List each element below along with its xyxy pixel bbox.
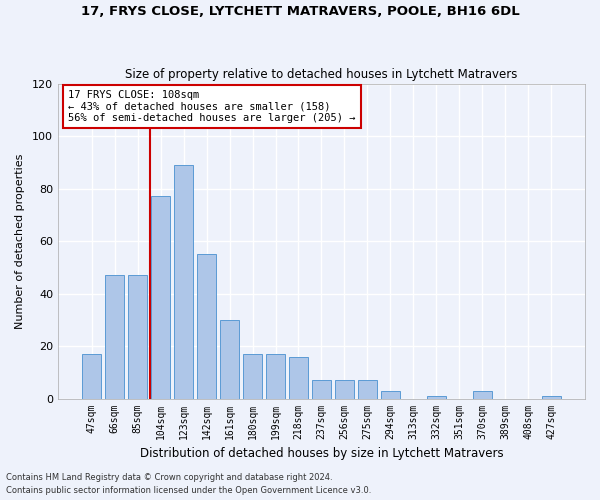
Title: Size of property relative to detached houses in Lytchett Matravers: Size of property relative to detached ho… — [125, 68, 518, 81]
Bar — [174, 165, 193, 398]
Bar — [380, 390, 400, 398]
Bar — [427, 396, 446, 398]
Bar — [289, 356, 308, 399]
Bar — [197, 254, 217, 398]
Bar — [128, 275, 148, 398]
Bar — [542, 396, 561, 398]
Bar — [473, 390, 492, 398]
Bar — [266, 354, 285, 399]
Bar — [220, 320, 239, 398]
Text: 17, FRYS CLOSE, LYTCHETT MATRAVERS, POOLE, BH16 6DL: 17, FRYS CLOSE, LYTCHETT MATRAVERS, POOL… — [80, 5, 520, 18]
Y-axis label: Number of detached properties: Number of detached properties — [15, 154, 25, 328]
Bar — [358, 380, 377, 398]
Bar — [105, 275, 124, 398]
Bar — [151, 196, 170, 398]
Bar — [311, 380, 331, 398]
Text: 17 FRYS CLOSE: 108sqm
← 43% of detached houses are smaller (158)
56% of semi-det: 17 FRYS CLOSE: 108sqm ← 43% of detached … — [68, 90, 356, 123]
Bar — [335, 380, 354, 398]
Bar — [82, 354, 101, 399]
Bar — [243, 354, 262, 399]
Text: Contains HM Land Registry data © Crown copyright and database right 2024.
Contai: Contains HM Land Registry data © Crown c… — [6, 474, 371, 495]
X-axis label: Distribution of detached houses by size in Lytchett Matravers: Distribution of detached houses by size … — [140, 447, 503, 460]
